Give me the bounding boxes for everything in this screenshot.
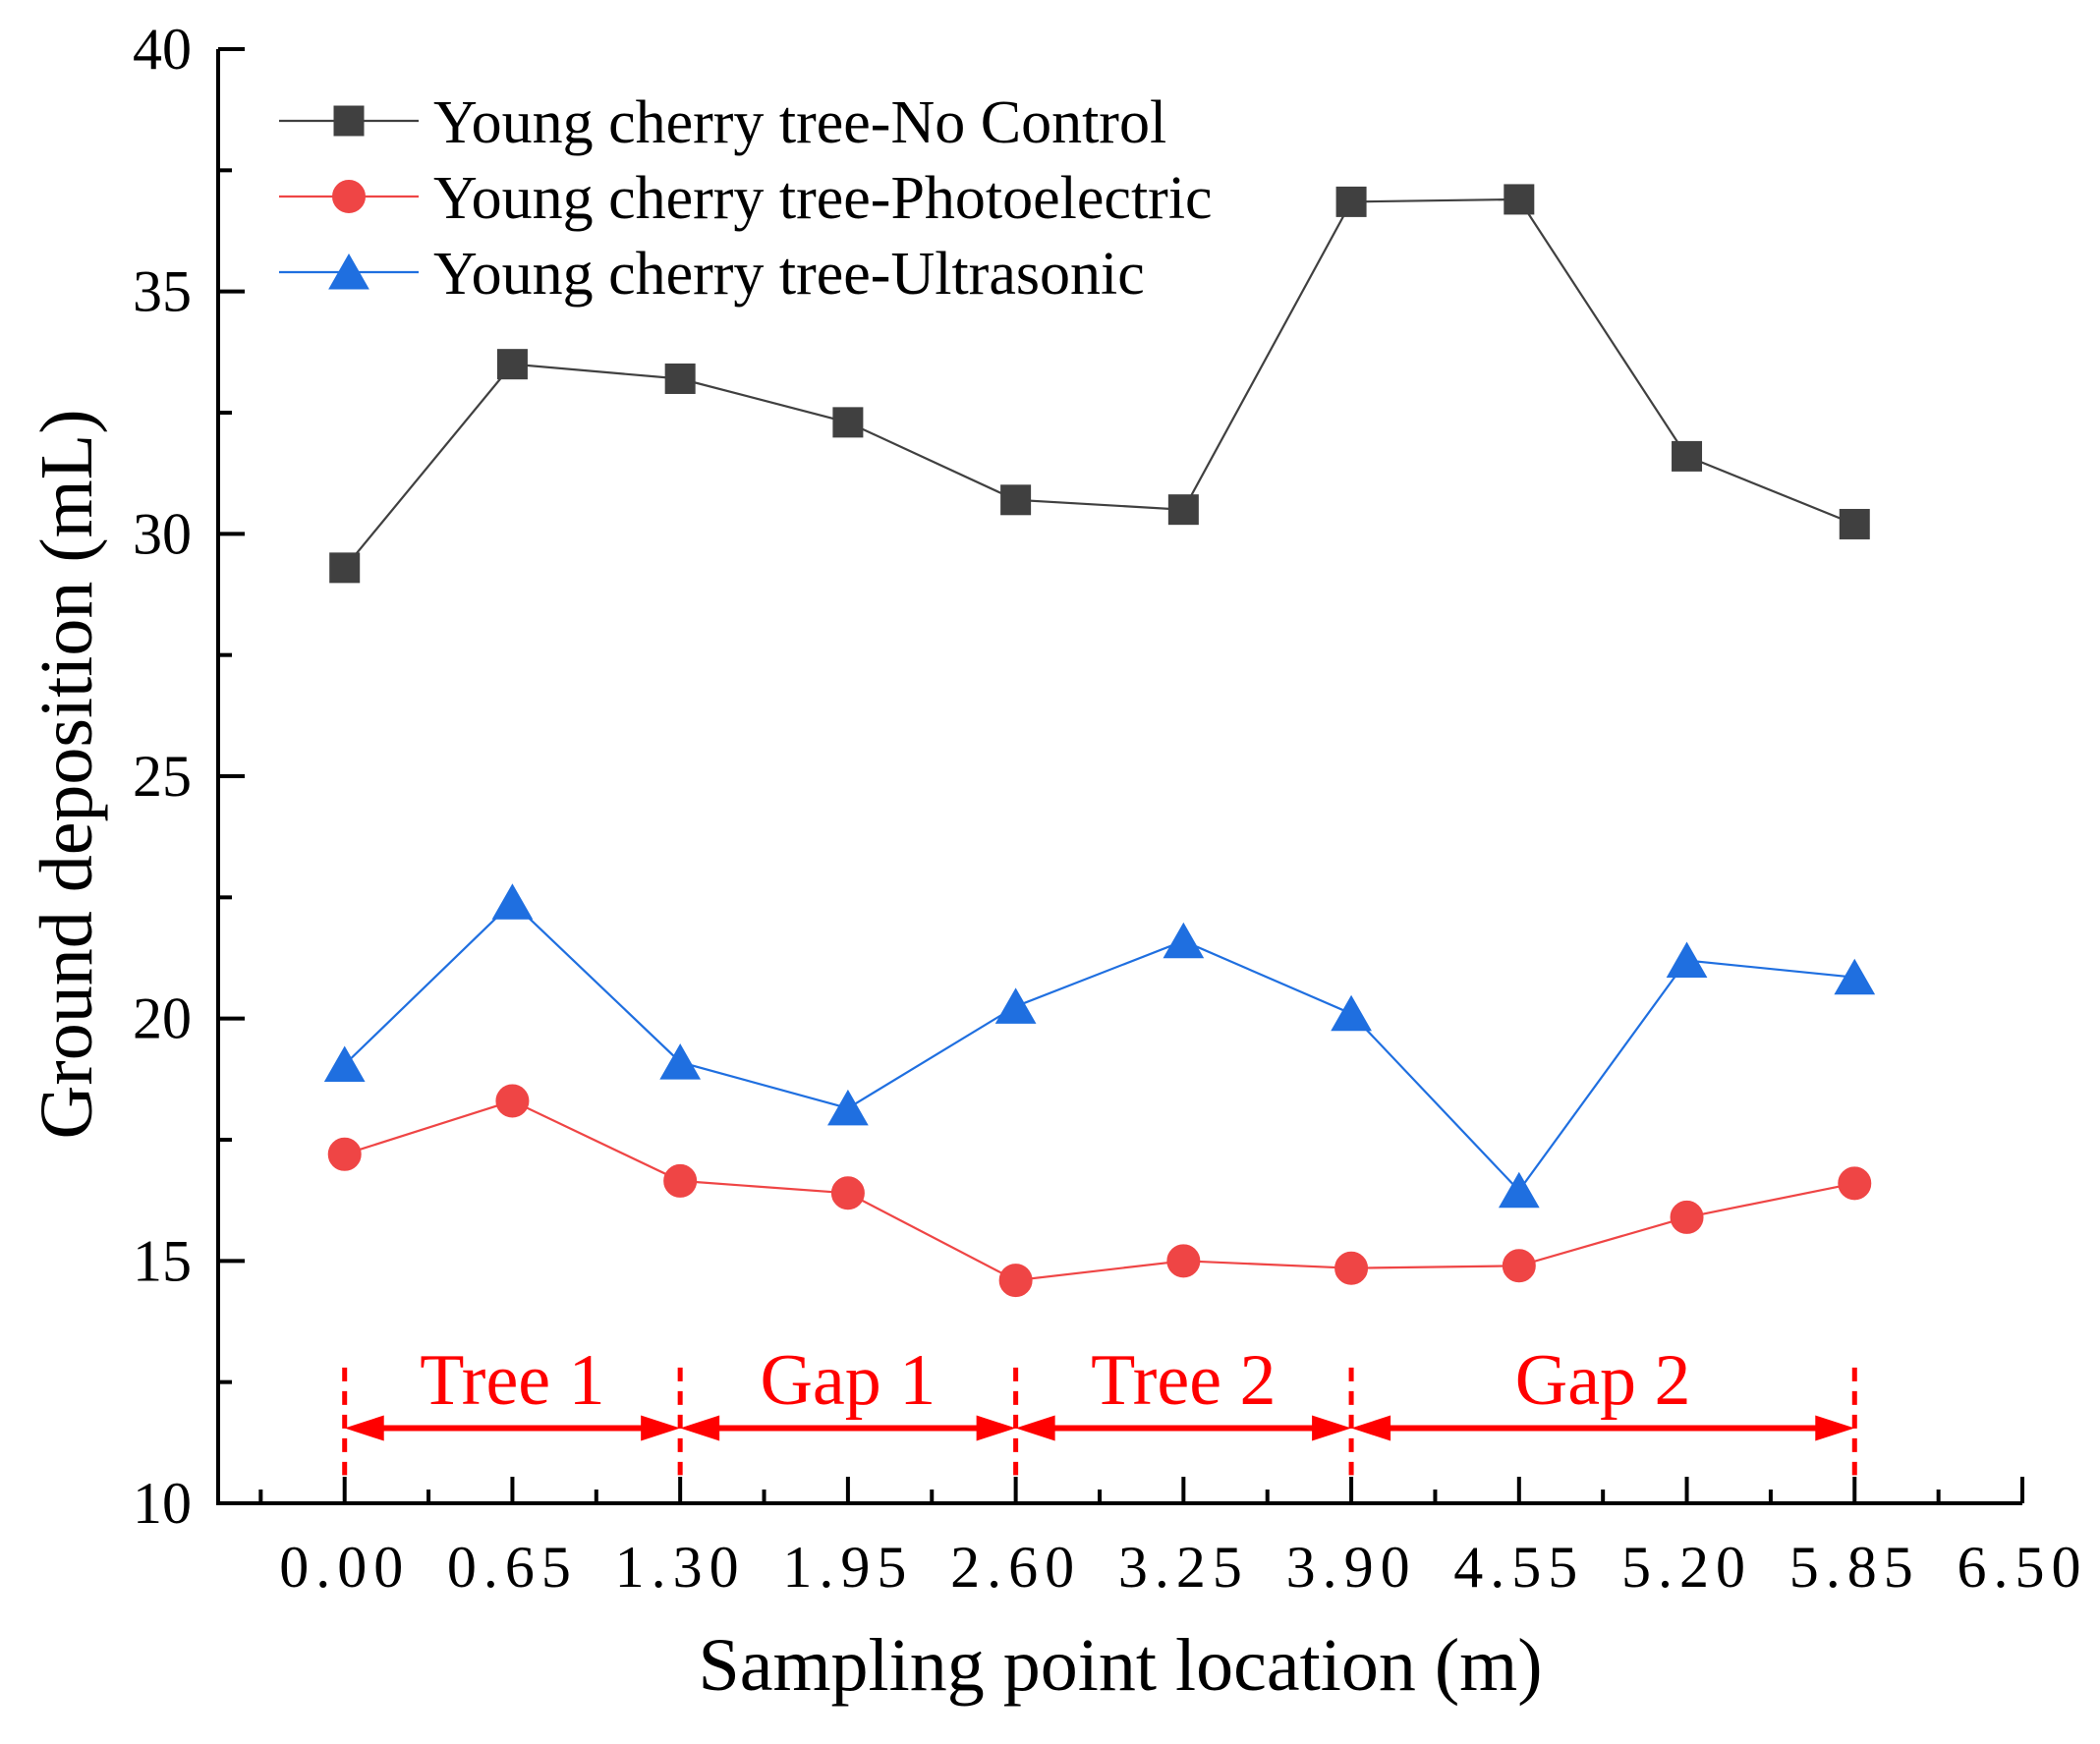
region-label: Gap 1: [760, 1340, 936, 1421]
data-point-triangle: [1163, 922, 1205, 959]
data-point-square: [496, 349, 528, 380]
y-axis-ticks: 10 15 20 25 30 35 40: [133, 17, 245, 1536]
data-point-circle: [998, 1264, 1033, 1298]
y-axis-title: Ground deposition (mL): [26, 409, 108, 1139]
data-point-square: [1839, 508, 1870, 539]
region-label: Tree 2: [1091, 1340, 1276, 1421]
legend-marker-circle: [332, 180, 366, 213]
y-tick-label: 35: [133, 259, 192, 324]
region-annotation: Gap 1: [680, 1340, 1016, 1441]
data-point-triangle: [1498, 1171, 1540, 1209]
region-arrowhead-right: [976, 1415, 1016, 1441]
data-point-circle: [1334, 1251, 1369, 1285]
region-arrowhead-left: [344, 1415, 384, 1441]
data-point-circle: [1670, 1200, 1704, 1234]
data-point-circle: [663, 1163, 698, 1198]
x-axis-title: Sampling point location (m): [698, 1624, 1542, 1707]
y-tick-label: 25: [133, 744, 192, 809]
region-annotations: Tree 1 Gap 1 Tree 2 Gap 2: [342, 1340, 1857, 1476]
x-tick-label: 6.50: [1958, 1535, 2088, 1600]
data-point-square: [1335, 186, 1367, 217]
legend: Young cherry tree-No Control Young cherry…: [279, 89, 1213, 308]
region-arrowhead-left: [680, 1415, 720, 1441]
series-square: [329, 184, 1870, 584]
x-tick-label: 1.30: [615, 1535, 746, 1600]
series-circle: [327, 1084, 1872, 1298]
region-arrowhead-left: [1351, 1415, 1391, 1441]
y-tick-label: 15: [133, 1228, 192, 1293]
data-point-square: [664, 363, 696, 394]
y-tick-label: 10: [133, 1471, 192, 1536]
y-tick-label: 30: [133, 501, 192, 566]
legend-marker-triangle: [328, 253, 369, 290]
data-point-square: [1672, 440, 1703, 472]
data-point-triangle: [323, 1045, 366, 1083]
region-arrowhead-left: [1015, 1415, 1055, 1441]
legend-label: Young cherry tree-Ultrasonic: [433, 241, 1145, 308]
data-point-circle: [1166, 1244, 1201, 1278]
series-line: [343, 900, 1855, 1193]
data-point-circle: [1838, 1166, 1872, 1201]
region-annotation: Gap 2: [1351, 1340, 1855, 1441]
x-tick-label: 3.25: [1118, 1535, 1249, 1600]
region-label: Gap 2: [1515, 1340, 1691, 1421]
data-series-group: [323, 184, 1876, 1298]
data-point-circle: [327, 1137, 362, 1171]
data-point-square: [832, 407, 864, 438]
region-arrowhead-right: [641, 1415, 681, 1441]
data-point-triangle: [1666, 941, 1708, 978]
data-point-square: [1504, 184, 1535, 215]
data-point-square: [1167, 494, 1199, 526]
legend-label: Young cherry tree-No Control: [433, 89, 1166, 156]
data-point-triangle: [1834, 958, 1876, 995]
data-point-triangle: [827, 1089, 869, 1126]
x-tick-label: 5.20: [1621, 1535, 1752, 1600]
region-label: Tree 1: [420, 1340, 604, 1421]
legend-item: Young cherry tree-No Control: [279, 89, 1166, 156]
region-annotation: Tree 2: [1015, 1340, 1352, 1441]
region-annotation: Tree 1: [344, 1340, 681, 1441]
x-tick-label: 3.90: [1286, 1535, 1417, 1600]
series-triangle: [323, 883, 1876, 1209]
x-tick-label: 4.55: [1453, 1535, 1584, 1600]
x-tick-label: 2.60: [950, 1535, 1081, 1600]
legend-item: Young cherry tree-Ultrasonic: [279, 241, 1145, 308]
x-axis-ticks: 0.00 0.65 1.30 1.95 2.60 3.25 3.90 4.55 5.20 5.85…: [258, 1477, 2088, 1600]
data-point-circle: [830, 1176, 865, 1210]
data-point-triangle: [659, 1043, 702, 1080]
region-arrowhead-right: [1312, 1415, 1352, 1441]
data-point-circle: [1502, 1249, 1536, 1283]
y-tick-label: 40: [133, 17, 192, 82]
data-point-triangle: [1331, 994, 1372, 1032]
y-tick-label: 20: [133, 986, 192, 1051]
x-tick-label: 5.85: [1789, 1535, 1920, 1600]
legend-item: Young cherry tree-Photoelectric: [279, 165, 1213, 232]
legend-marker-square: [333, 105, 365, 137]
data-point-square: [329, 552, 361, 584]
x-tick-label: 0.00: [279, 1535, 410, 1600]
x-tick-label: 1.95: [782, 1535, 913, 1600]
data-point-square: [1000, 484, 1032, 516]
data-point-triangle: [491, 883, 534, 920]
series-line: [344, 1099, 1855, 1282]
legend-label: Young cherry tree-Photoelectric: [433, 165, 1213, 232]
data-point-triangle: [994, 987, 1037, 1024]
series-line: [343, 197, 1855, 569]
axes: 10 15 20 25 30 35 40 0.00 0.65 1.30 1.95 2.60 3.25 3…: [133, 17, 2088, 1600]
x-tick-label: 0.65: [447, 1535, 578, 1600]
region-arrowhead-right: [1815, 1415, 1855, 1441]
data-point-circle: [495, 1084, 530, 1118]
